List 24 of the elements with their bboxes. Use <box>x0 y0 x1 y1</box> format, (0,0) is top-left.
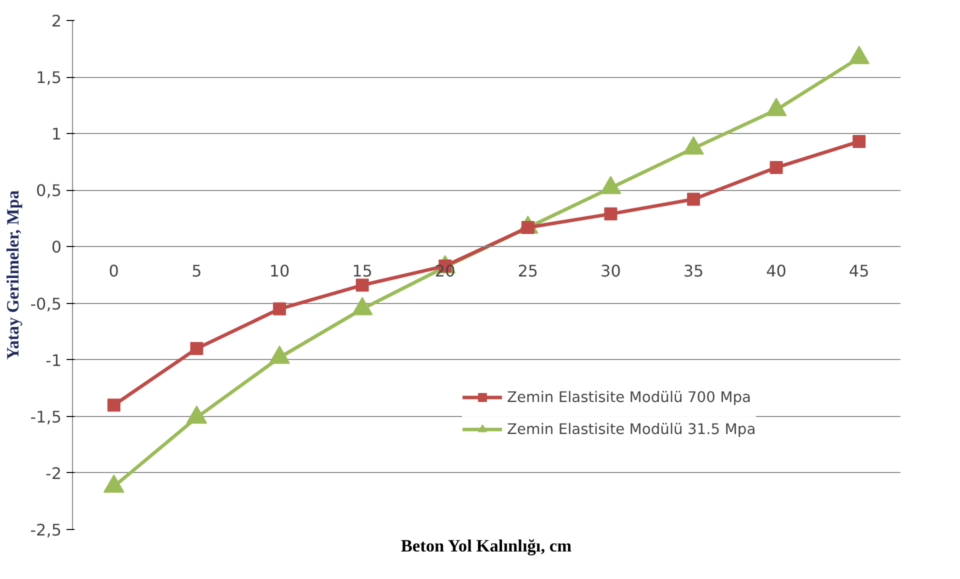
y-tick-label: -1 <box>46 350 62 370</box>
y-tick-label: 1 <box>51 124 62 144</box>
x-tick-label: 10 <box>269 262 290 281</box>
legend-label: Zemin Elastisite Modülü 31.5 Mpa <box>507 420 756 438</box>
x-tick-label: 40 <box>766 262 786 281</box>
y-tick-label: -0,5 <box>30 294 62 314</box>
x-tick-label: 5 <box>192 262 202 281</box>
x-tick-label: 25 <box>518 262 538 281</box>
y-tick-label: 2 <box>51 12 62 30</box>
x-tick-label: 45 <box>848 262 870 281</box>
y-tick-label: 0,5 <box>36 181 62 200</box>
y-tick-label: 1,5 <box>36 68 62 88</box>
x-tick-label: 35 <box>683 262 704 281</box>
y-axis-title: Yatay Gerilmeler, Mpa <box>3 190 22 360</box>
y-tick-label: -1,5 <box>30 407 62 426</box>
y-tick-label: -2,5 <box>30 520 62 540</box>
y-tick-label: 0 <box>51 238 62 257</box>
legend-label: Zemin Elastisite Modülü 700 Mpa <box>507 388 752 406</box>
y-tick-label: -2 <box>46 464 62 483</box>
x-tick-label: 20 <box>434 262 456 281</box>
x-tick-label: 15 <box>352 262 372 281</box>
x-tick-label: 0 <box>108 262 119 281</box>
x-tick-label: 30 <box>600 262 621 281</box>
x-axis-title: Beton Yol Kalınlığı, cm <box>400 536 572 556</box>
